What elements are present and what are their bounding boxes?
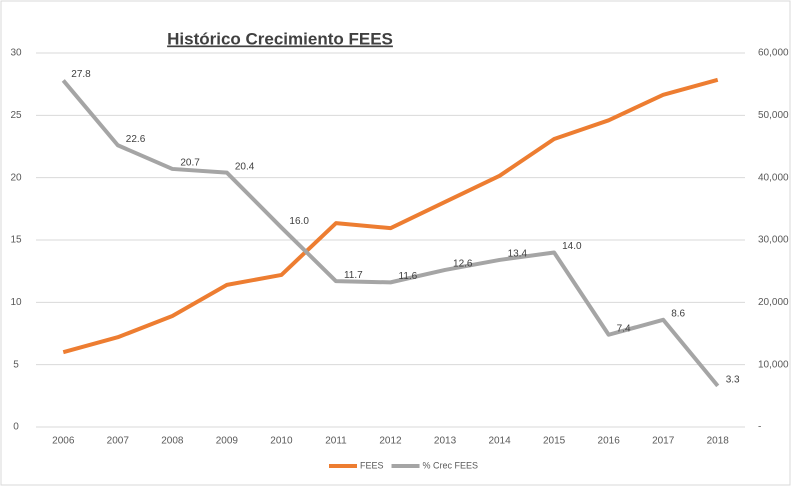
line-series [61,79,720,388]
chart-title: Histórico Crecimiento FEES [167,29,393,48]
legend-label: % Crec FEES [423,460,479,470]
x-tick-label: 2010 [270,436,293,447]
y-tick-label: 0 [13,422,19,433]
y2-tick-label: 30,000 [758,235,789,246]
data-label: 20.7 [180,158,200,169]
x-tick-label: 2014 [488,436,511,447]
y-tick-label: 5 [13,359,19,370]
x-tick-label: 2006 [52,436,75,447]
data-label: 12.6 [453,259,473,270]
x-tick-label: 2009 [216,436,239,447]
x-tick-label: 2011 [325,436,347,447]
x-tick-label: 2007 [107,436,130,447]
y-tick-label: 30 [10,48,22,59]
y2-tick-label: 50,000 [758,110,789,121]
data-label: 8.6 [671,308,685,319]
x-tick-label: 2008 [161,436,184,447]
line-series [62,77,719,355]
x-tick-label: 2017 [652,436,675,447]
data-label: 20.4 [235,161,255,172]
data-label: 11.7 [344,270,363,281]
y-tick-label: 20 [10,172,22,183]
data-label: 7.4 [617,323,631,334]
y2-tick-label: 40,000 [758,172,789,183]
data-label: 22.6 [126,134,146,145]
data-label: 3.3 [726,375,740,386]
y2-tick-label: 10,000 [758,359,789,370]
x-tick-label: 2015 [543,436,566,447]
y-tick-label: 10 [10,297,22,308]
y2-tick-label: 20,000 [758,297,789,308]
legend-label: FEES [360,460,384,470]
data-label: 14.0 [562,241,582,252]
y2-tick-label: 60,000 [758,48,789,59]
data-label: 11.6 [399,271,418,282]
data-label: 27.8 [71,69,91,80]
x-tick-label: 2013 [434,436,457,447]
x-tick-label: 2012 [379,436,402,447]
data-label: 16.0 [289,216,309,227]
y2-tick-label: - [758,422,761,433]
data-label: 13.4 [508,249,528,260]
x-tick-label: 2016 [598,436,621,447]
x-tick-label: 2018 [707,436,730,447]
y-tick-label: 25 [10,110,22,121]
y-tick-label: 15 [10,235,22,246]
